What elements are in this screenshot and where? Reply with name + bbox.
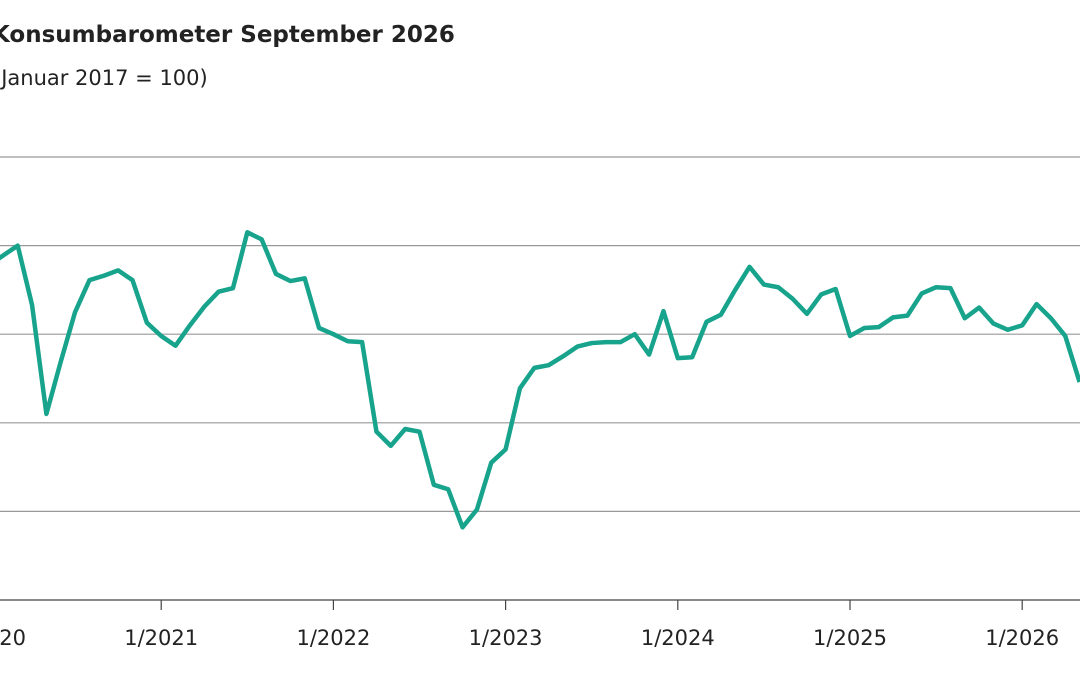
x-tick-label: 1/2024: [641, 626, 715, 650]
chart-subtitle: (Januar 2017 = 100): [0, 66, 208, 90]
data-line: [0, 230, 1080, 530]
x-tick-label: 1/2026: [985, 626, 1059, 650]
x-tick-label: 1/2021: [124, 626, 198, 650]
x-tick-label: 1/2025: [813, 626, 887, 650]
x-tick-label: 1/2022: [296, 626, 370, 650]
x-tick-label: 1/2020: [0, 626, 26, 650]
x-tick-label: 1/2023: [469, 626, 543, 650]
chart-title: Konsumbarometer September 2026: [0, 22, 455, 48]
